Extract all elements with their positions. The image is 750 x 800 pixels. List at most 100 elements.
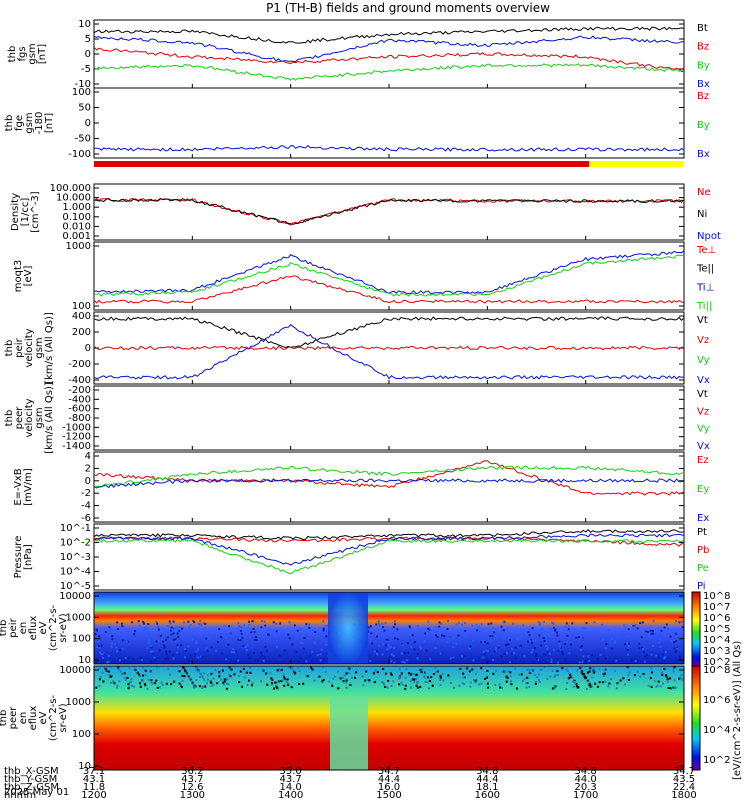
spectro-pixel <box>269 672 272 675</box>
y-axis-label: peer <box>8 706 19 730</box>
spectro-pixel <box>220 678 223 681</box>
spectro-pixel <box>331 685 334 688</box>
spectro-pixel <box>239 670 242 673</box>
spectro-pixel <box>519 644 522 647</box>
spectro-pixel <box>673 666 676 669</box>
spectro-pixel <box>556 673 559 676</box>
spectro-pixel <box>243 624 246 627</box>
spectro-pixel <box>674 632 677 635</box>
spectro-pixel <box>626 666 629 669</box>
spectro-pixel <box>203 685 206 688</box>
legend-Npot: Npot <box>697 231 721 242</box>
spectro-pixel <box>276 687 279 690</box>
legend-Ex: Ex <box>697 513 709 524</box>
spectro-pixel <box>105 634 108 637</box>
spectro-pixel <box>472 659 475 662</box>
spectro-pixel <box>275 622 278 625</box>
spectro-pixel <box>243 676 246 679</box>
spectro-pixel <box>622 677 625 680</box>
spectro-pixel <box>183 621 186 624</box>
y-tick-label: 10 <box>78 761 91 772</box>
spectro-pixel <box>227 643 230 646</box>
spectro-pixel <box>106 661 109 664</box>
spectro-pixel <box>118 659 121 662</box>
spectro-pixel <box>607 629 610 632</box>
spectro-pixel <box>440 622 443 625</box>
spectro-pixel <box>401 644 404 647</box>
spectro-pixel <box>294 672 297 675</box>
series-Ne <box>93 197 685 226</box>
spectro-pixel <box>308 626 311 629</box>
spectro-pixel <box>528 634 531 637</box>
spectro-pixel <box>650 653 653 656</box>
y-tick-label: 10 <box>78 655 91 666</box>
y-tick-label: 10 <box>78 19 91 30</box>
spectro-pixel <box>201 685 204 688</box>
spectro-pixel <box>200 655 203 658</box>
spectro-pixel <box>565 622 568 625</box>
spectro-pixel <box>627 674 630 677</box>
spectro-pixel <box>459 630 462 633</box>
spectro-pixel <box>626 653 629 656</box>
spectro-pixel <box>144 626 147 629</box>
spectro-pixel <box>392 626 395 629</box>
spectro-pixel <box>626 649 629 652</box>
spectro-pixel <box>620 631 623 634</box>
spectro-pixel <box>441 672 444 675</box>
spectro-pixel <box>511 661 514 664</box>
spectro-pixel <box>170 626 173 629</box>
spectro-pixel <box>251 620 254 623</box>
spectro-pixel <box>287 633 290 636</box>
y-axis-label: eflux <box>28 616 39 641</box>
colorbar-tick-label: 10^4 <box>703 725 730 736</box>
spectro-pixel <box>543 639 546 642</box>
spectro-pixel <box>602 674 605 677</box>
spectro-pixel <box>667 627 670 630</box>
spectro-pixel <box>172 654 175 657</box>
spectro-pixel <box>590 685 593 688</box>
spectro-pixel <box>675 640 678 643</box>
spectro-pixel <box>457 621 460 624</box>
series-Vx <box>93 323 685 380</box>
spectro-pixel <box>568 652 571 655</box>
spectro-pixel <box>263 655 266 658</box>
footer-value: 34.7 <box>673 766 695 777</box>
y-axis-label: eflux <box>28 706 39 731</box>
spectro-pixel <box>225 682 228 685</box>
spectro-pixel <box>112 680 115 683</box>
spectro-pixel <box>628 671 631 674</box>
footer-value: 43.1 <box>83 774 105 785</box>
spectro-pixel <box>246 644 249 647</box>
spectro-pixel <box>596 658 599 661</box>
colorbar-tick-label: 10^8 <box>703 665 730 676</box>
spectro-pixel <box>222 681 225 684</box>
y-axis-label: -180 <box>34 112 45 135</box>
spectro-pixel <box>109 666 112 669</box>
spectro-pixel <box>282 678 285 681</box>
spectro-pixel <box>202 622 205 625</box>
footer-value: 44.4 <box>378 774 400 785</box>
spectro-pixel <box>274 681 277 684</box>
spectro-pixel <box>141 674 144 677</box>
spectro-pixel <box>144 628 147 631</box>
spectro-pixel <box>120 622 123 625</box>
spectro-pixel <box>131 684 134 687</box>
spectro-pixel <box>666 678 669 681</box>
spectro-pixel <box>96 646 99 649</box>
spectro-pixel <box>187 658 190 661</box>
y-tick-label: -1000 <box>62 422 91 433</box>
y-axis-label: [eV] <box>23 266 34 287</box>
y-tick-label: 0 <box>85 343 91 354</box>
spectro-pixel <box>415 633 418 636</box>
spectro-pixel <box>500 625 503 628</box>
spectro-pixel <box>603 668 606 671</box>
spectro-pixel <box>342 676 345 679</box>
spectro-pixel <box>134 669 137 672</box>
spectro-pixel <box>369 659 372 662</box>
spectro-pixel <box>502 621 505 624</box>
spectro-pixel <box>178 626 181 629</box>
spectro-pixel <box>572 685 575 688</box>
spectro-pixel <box>275 685 278 688</box>
spectro-pixel <box>252 652 255 655</box>
spectro-pixel <box>447 674 450 677</box>
